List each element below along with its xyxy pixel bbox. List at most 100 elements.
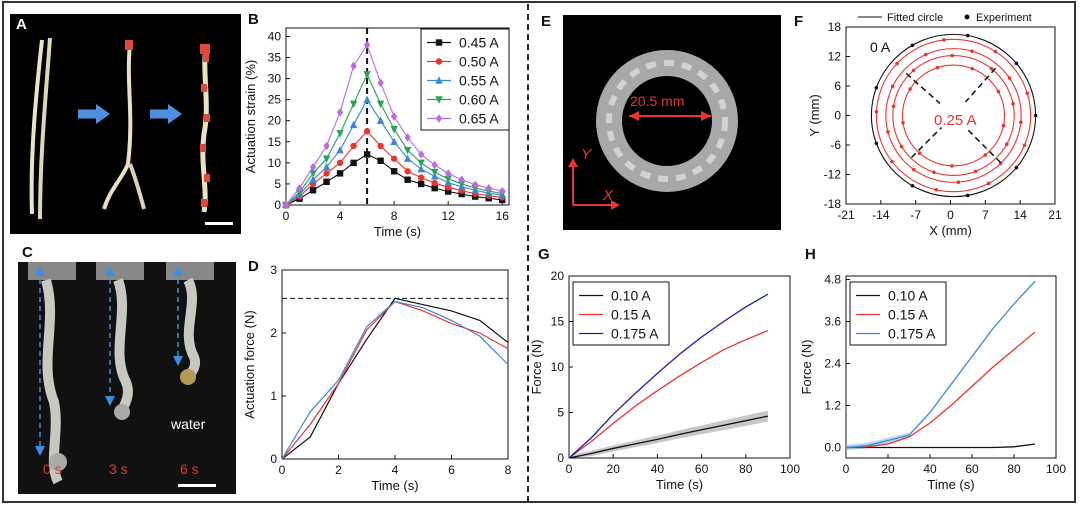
x-tick-label: 2 bbox=[335, 463, 342, 477]
y-tick-label: 0 bbox=[834, 109, 841, 123]
error-band bbox=[569, 410, 768, 458]
data-point bbox=[390, 137, 398, 145]
legend-entry: 0.15 A bbox=[888, 307, 928, 323]
data-point bbox=[403, 154, 412, 162]
x-tick-label: 21 bbox=[1048, 208, 1062, 222]
x-tick-label: 7 bbox=[982, 208, 989, 222]
x-tick-label: 20 bbox=[607, 462, 621, 476]
data-point bbox=[363, 71, 371, 79]
chart-h-force: 0 20 40 60 80 100 0.0 1.2 2.4 3.6 4.8 Time (s) Force… bbox=[799, 273, 1066, 493]
y-tick-label: -18 bbox=[824, 197, 842, 211]
x-tick-label: 0 bbox=[947, 208, 954, 222]
x-tick-label: 60 bbox=[965, 462, 979, 476]
data-point bbox=[390, 125, 398, 134]
fitted-circle-1 bbox=[875, 38, 1032, 193]
data-point bbox=[349, 100, 358, 109]
data-point bbox=[403, 147, 412, 155]
experiment-point bbox=[1022, 143, 1027, 147]
data-point bbox=[336, 146, 344, 154]
x-tick-label: 100 bbox=[1046, 462, 1066, 476]
experiment-point bbox=[950, 164, 954, 168]
data-point bbox=[431, 160, 438, 170]
y-tick-label: 0 bbox=[270, 452, 277, 466]
experiment-point bbox=[956, 180, 961, 184]
experiment-point bbox=[874, 85, 879, 90]
y-axis-label: Actuation strain (%) bbox=[243, 60, 258, 173]
y-tick-label: 18 bbox=[828, 20, 842, 34]
x-tick-label: 8 bbox=[505, 463, 512, 477]
x-tick-label: 20 bbox=[881, 462, 895, 476]
legend-box bbox=[420, 28, 510, 131]
y-tick-label: 2.4 bbox=[824, 357, 841, 371]
panel-label-c: C bbox=[22, 244, 33, 261]
y-tick-label: 10 bbox=[551, 360, 565, 374]
y-tick-label: 1.2 bbox=[824, 399, 841, 413]
experiment-point bbox=[1014, 61, 1019, 66]
y-tick-label: 0.0 bbox=[824, 441, 841, 455]
panel-label-b: B bbox=[248, 11, 259, 28]
experiment-point bbox=[912, 167, 916, 172]
x-tick-label: 0 bbox=[279, 463, 286, 477]
y-tick-label: 20 bbox=[551, 269, 565, 283]
data-point bbox=[499, 186, 506, 196]
x-tick-label: 0 bbox=[843, 462, 850, 476]
data-point bbox=[458, 175, 465, 184]
panel-label-h: H bbox=[805, 246, 816, 263]
experiment-point bbox=[942, 38, 946, 42]
x-tick-label: 0 bbox=[566, 462, 573, 476]
series-line-0 bbox=[568, 415, 769, 459]
experiment-point bbox=[983, 153, 987, 157]
experiment-point bbox=[989, 66, 994, 71]
experiment-point bbox=[911, 68, 916, 73]
contraction-arrow-2 bbox=[910, 126, 943, 159]
x-tick-label: 80 bbox=[739, 462, 753, 476]
water-label: water bbox=[171, 416, 206, 432]
time-label-3s: 3 s bbox=[109, 461, 128, 477]
data-point bbox=[336, 108, 344, 117]
data-point bbox=[336, 170, 344, 177]
series-line-0 bbox=[281, 297, 509, 460]
photo-panel-c bbox=[18, 262, 236, 494]
data-point bbox=[435, 96, 443, 104]
y-tick-label: 1 bbox=[270, 389, 277, 403]
data-point bbox=[444, 175, 452, 184]
data-point bbox=[309, 175, 317, 183]
y-tick-label: 0 bbox=[274, 198, 281, 212]
photo-panel-e bbox=[563, 15, 781, 230]
data-point bbox=[309, 187, 317, 194]
y-tick-label: 5 bbox=[557, 406, 564, 420]
legend-entry-experiment: Experiment bbox=[976, 12, 1032, 24]
panel-label-f: F bbox=[794, 13, 804, 30]
plot-frame bbox=[845, 275, 1057, 459]
experiment-point bbox=[1007, 76, 1012, 80]
x-tick-label: 0 bbox=[283, 209, 290, 223]
panel-label-g: G bbox=[538, 246, 550, 263]
data-point bbox=[457, 180, 466, 189]
legend-swatch-experiment bbox=[964, 14, 970, 20]
x-tick-label: 40 bbox=[923, 462, 937, 476]
x-tick-label: 8 bbox=[391, 209, 398, 223]
experiment-point bbox=[917, 151, 922, 155]
y-axis-label: Force (N) bbox=[529, 340, 544, 395]
data-point bbox=[363, 95, 371, 103]
data-point bbox=[322, 162, 331, 171]
data-point bbox=[377, 142, 384, 150]
experiment-point bbox=[874, 109, 879, 114]
series-line-2 bbox=[845, 280, 1036, 449]
experiment-point bbox=[950, 53, 954, 58]
experiment-point bbox=[932, 170, 936, 175]
x-tick-label: 4 bbox=[392, 463, 399, 477]
x-axis-label: Time (s) bbox=[374, 224, 421, 239]
experiment-point bbox=[1011, 102, 1015, 106]
x-tick-label: 16 bbox=[496, 209, 510, 223]
experiment-point bbox=[970, 66, 975, 71]
x-tick-label: 60 bbox=[695, 462, 709, 476]
data-point bbox=[430, 168, 439, 177]
fitted-circle-2 bbox=[885, 48, 1022, 183]
time-label-0s: 0 s bbox=[43, 461, 62, 477]
x-axis-label: X (mm) bbox=[929, 223, 972, 238]
experiment-point bbox=[986, 181, 991, 186]
y-tick-label: 40 bbox=[268, 29, 282, 43]
y-tick-label: 0 bbox=[557, 451, 564, 465]
legend-entry: 0.55 A bbox=[459, 73, 499, 89]
